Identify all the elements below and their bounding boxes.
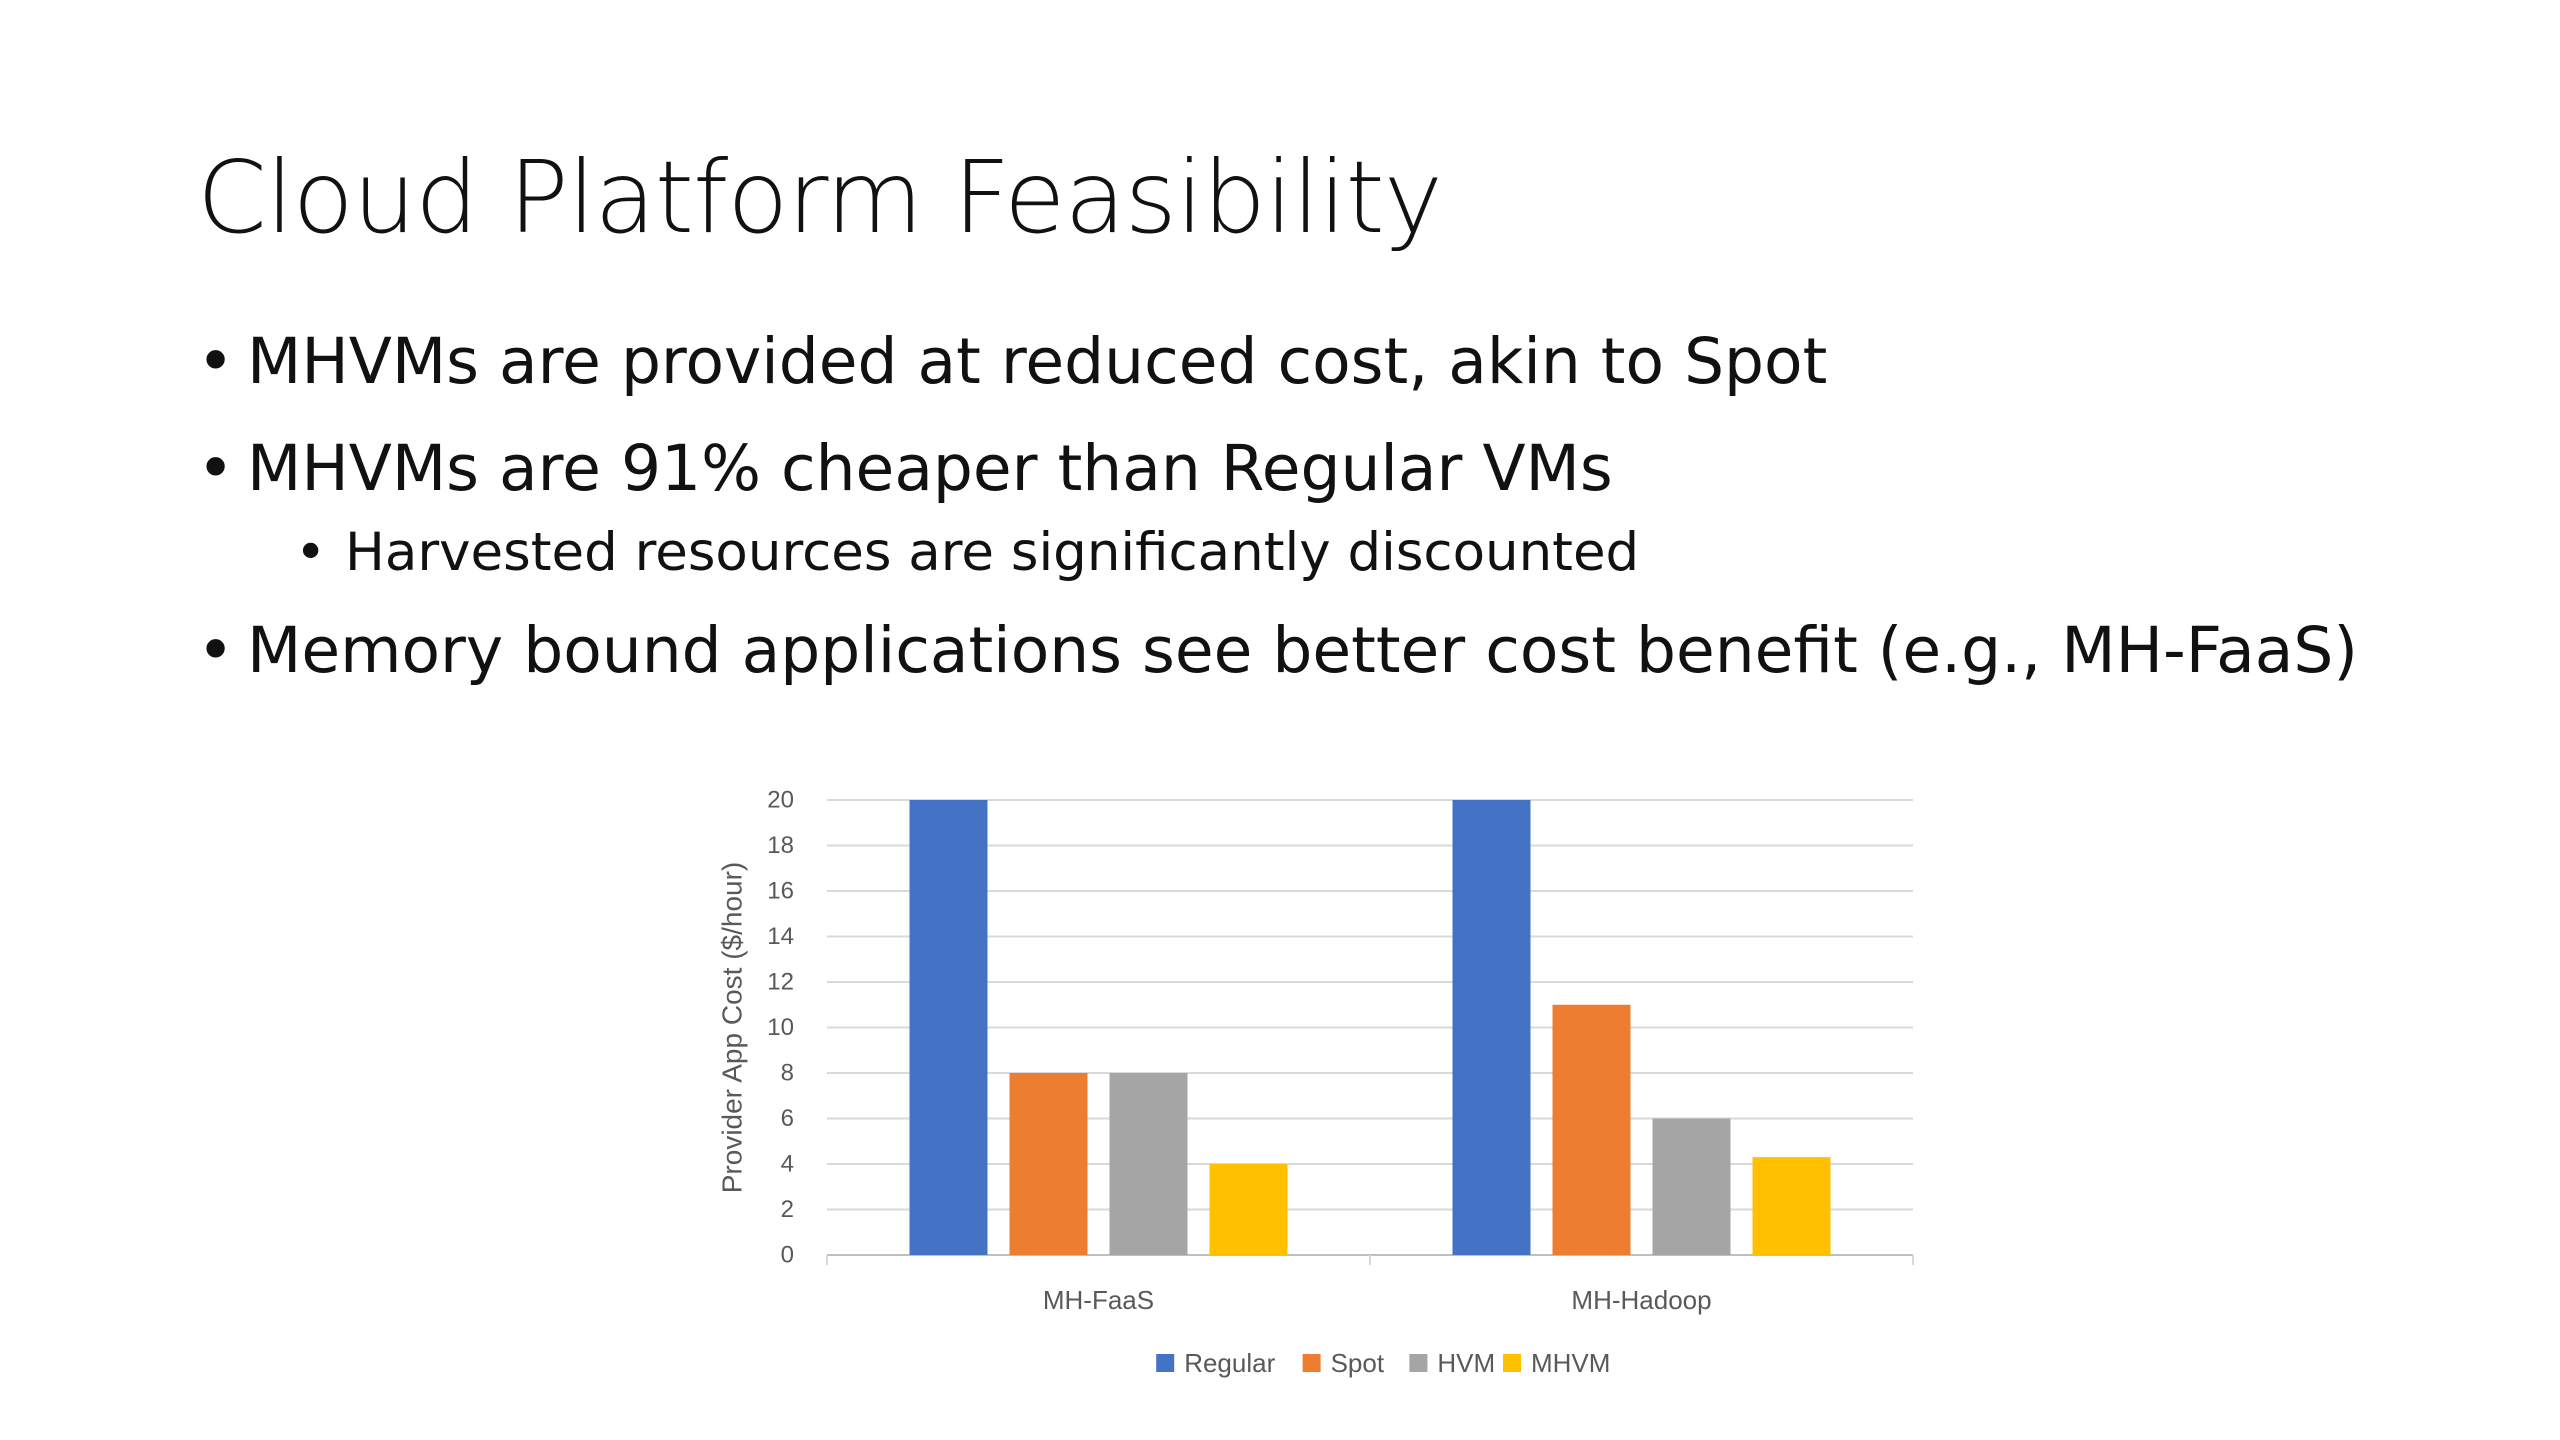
legend-label-hvm: HVM [1437, 1348, 1495, 1378]
y-tick-label: 0 [781, 1242, 794, 1269]
bullet-text: MHVMs are provided at reduced cost, akin… [247, 325, 1828, 398]
y-tick-label: 20 [767, 787, 794, 814]
slide-title: Cloud Platform Feasibility [197, 139, 1443, 256]
legend-label-regular: Regular [1184, 1348, 1275, 1378]
bullet-marker: • [197, 325, 235, 398]
y-tick-label: 16 [767, 878, 794, 905]
y-axis-title: Provider App Cost ($/hour) [717, 862, 748, 1194]
bar-regular-mh-faas [909, 800, 988, 1255]
legend-swatch-spot [1302, 1354, 1321, 1372]
legend-swatch-hvm [1409, 1354, 1428, 1372]
y-tick-label: 8 [781, 1060, 794, 1087]
y-tick-label: 18 [767, 832, 794, 859]
cost-chart: 0 2 4 6 8 10 12 14 16 18 20 Provider App Cost ($/ho… [700, 780, 1940, 1400]
bullet-marker: • [295, 522, 327, 583]
bullet-marker: • [197, 614, 235, 687]
legend-swatch-mhvm [1503, 1354, 1521, 1372]
bar-mhvm-mh-hadoop [1752, 1157, 1831, 1255]
bar-hvm-mh-faas [1109, 1073, 1188, 1255]
bar-spot-mh-faas [1009, 1073, 1088, 1255]
bullet-item: • Memory bound applications see better c… [197, 619, 2497, 682]
bullet-text: MHVMs are 91% cheaper than Regular VMs [247, 432, 1613, 505]
bullet-text: Memory bound applications see better cos… [247, 614, 2358, 687]
bar-spot-mh-hadoop [1552, 1004, 1631, 1255]
y-tick-label: 14 [767, 923, 794, 950]
bar-mhvm-mh-faas [1209, 1164, 1288, 1255]
y-tick-label: 4 [781, 1151, 794, 1178]
legend-label-mhvm: MHVM [1531, 1348, 1610, 1378]
y-tick-label: 6 [781, 1105, 794, 1132]
sub-bullet-item: • Harvested resources are significantly … [197, 526, 2497, 579]
x-tick-label: MH-FaaS [1043, 1285, 1154, 1315]
bullet-text: Harvested resources are significantly di… [345, 522, 1640, 583]
bullet-item: • MHVMs are provided at reduced cost, ak… [197, 330, 2497, 393]
bullet-list: • MHVMs are provided at reduced cost, ak… [197, 330, 2497, 726]
y-tick-label: 2 [781, 1196, 794, 1223]
y-tick-label: 12 [767, 969, 794, 996]
bar-hvm-mh-hadoop [1652, 1118, 1731, 1255]
legend-swatch-regular [1156, 1354, 1175, 1372]
bullet-item: • MHVMs are 91% cheaper than Regular VMs [197, 437, 2497, 500]
bar-regular-mh-hadoop [1452, 800, 1531, 1255]
x-tick-label: MH-Hadoop [1571, 1285, 1711, 1315]
y-tick-label: 10 [767, 1014, 794, 1041]
chart-svg: 0 2 4 6 8 10 12 14 16 18 20 Provider App Cost ($/ho… [717, 787, 1914, 1378]
legend-label-spot: Spot [1331, 1348, 1385, 1378]
bullet-marker: • [197, 432, 235, 505]
